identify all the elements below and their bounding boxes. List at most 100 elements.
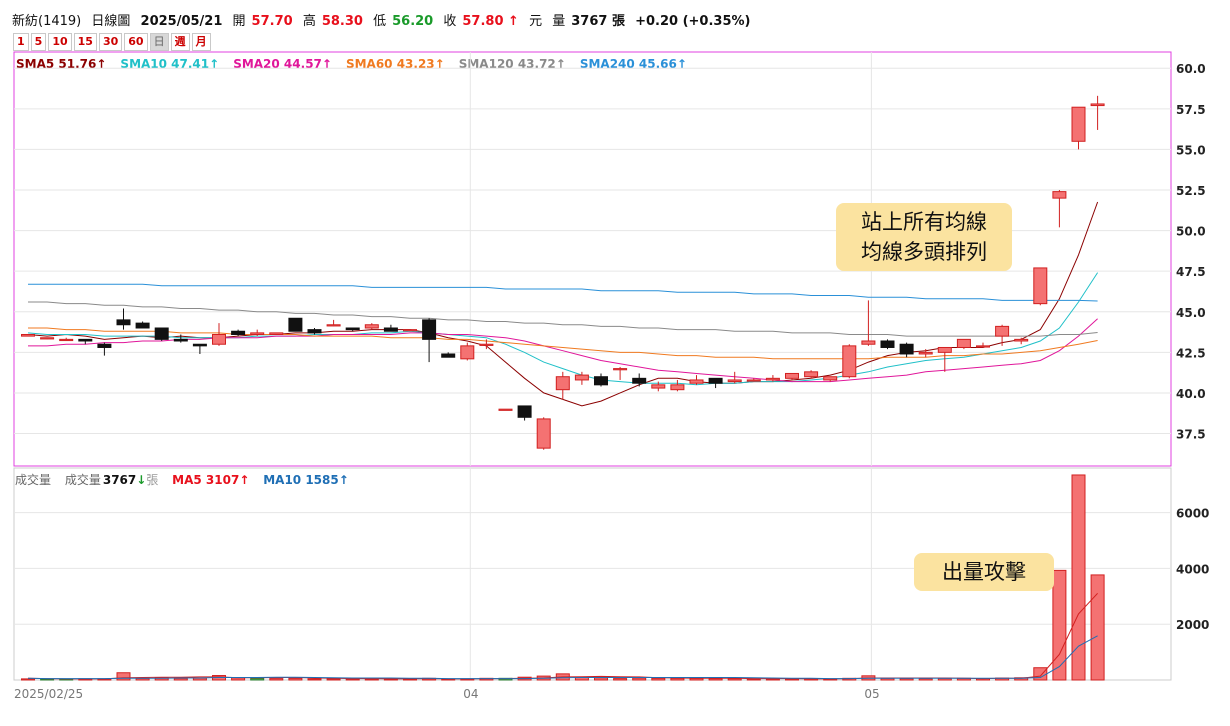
volume-callout: 出量攻擊 xyxy=(914,553,1054,591)
volume-bar xyxy=(288,677,303,681)
x-axis-label: 05 xyxy=(864,687,879,701)
candle-body xyxy=(1090,103,1105,107)
volume-bar xyxy=(116,672,131,681)
open-value: 57.70 xyxy=(251,14,293,29)
ma-legend-item-5: SMA240 45.66↑ xyxy=(579,57,687,71)
candle-body xyxy=(536,418,551,449)
candle-body xyxy=(269,332,284,335)
period-button-4[interactable]: 30 xyxy=(98,33,123,51)
candle-body xyxy=(345,327,360,331)
volume-bar xyxy=(670,677,685,681)
x-axis-label: 2025/02/25 xyxy=(14,687,83,701)
candle-body xyxy=(326,324,341,327)
volume-panel-title: 成交量 xyxy=(15,473,52,487)
price-tick-label: 42.5 xyxy=(1176,346,1206,360)
candle-body xyxy=(937,346,952,353)
chart-kind: 日線圖 xyxy=(91,14,131,29)
candle-body xyxy=(555,376,570,391)
candle-body xyxy=(173,338,188,342)
high-label: 高 xyxy=(302,14,316,29)
volume-bar xyxy=(326,678,341,681)
candle-body xyxy=(1052,191,1067,199)
volume-bar xyxy=(613,678,628,681)
volume-bar xyxy=(269,678,284,681)
period-button-0[interactable]: 1 xyxy=(13,33,29,51)
volume-legend-unit: 張 xyxy=(146,473,159,487)
ma-line-sma60 xyxy=(28,327,1098,360)
close-value: 57.80 ↑ xyxy=(462,14,519,29)
volume-bar xyxy=(307,678,322,681)
volume-bar xyxy=(21,678,35,681)
stock-name: 新紡(1419) xyxy=(12,14,82,29)
period-button-5[interactable]: 60 xyxy=(124,33,148,51)
ma-callout-line1: 站上所有均線 xyxy=(861,210,987,234)
period-button-7[interactable]: 週 xyxy=(170,33,190,51)
volume-legend-value: 3767 xyxy=(102,473,137,487)
candle-body xyxy=(135,322,150,329)
ma-line-sma20 xyxy=(28,318,1098,383)
volume-bar xyxy=(594,677,608,681)
candle-body xyxy=(212,333,226,345)
period-button-2[interactable]: 10 xyxy=(48,33,72,51)
ma-line-sma10 xyxy=(27,272,1099,386)
close-label: 收 xyxy=(443,14,457,29)
ma-line-sma240 xyxy=(28,283,1098,302)
ma-legend-item-3: SMA60 43.23↑ xyxy=(345,57,445,71)
quote-date: 2025/05/21 xyxy=(140,14,223,29)
volume-bar xyxy=(651,677,666,681)
candle-body xyxy=(154,327,169,340)
candle-body xyxy=(250,332,265,335)
volume-bar xyxy=(708,678,723,681)
candle-body xyxy=(804,371,819,378)
volume-tick-label: 6000 xyxy=(1176,507,1209,521)
candle-body xyxy=(192,343,207,347)
volume-bar xyxy=(250,677,265,681)
candle-body xyxy=(383,327,398,332)
candle-body xyxy=(785,372,799,379)
candle-body xyxy=(307,329,322,334)
volume-legend-label: 成交量 xyxy=(64,473,101,487)
ma-legend-item-1: SMA10 47.41↑ xyxy=(120,57,220,71)
period-button-8[interactable]: 月 xyxy=(191,33,211,51)
candle-body xyxy=(632,377,647,384)
candle-body xyxy=(689,379,704,384)
volume-bar xyxy=(1014,677,1029,681)
volume-bar xyxy=(154,677,169,681)
candle-body xyxy=(1014,338,1029,342)
candle-body xyxy=(594,376,608,386)
price-tick-label: 52.5 xyxy=(1176,184,1206,198)
candle-body xyxy=(498,408,513,411)
ma-legend-item-4: SMA120 43.72↑ xyxy=(458,57,566,71)
volume-ma10-label: MA10 1585↑ xyxy=(263,473,349,487)
period-button-6[interactable]: 日 xyxy=(149,33,169,51)
candle-body xyxy=(651,384,666,389)
open-label: 開 xyxy=(232,14,246,29)
volume-ma5-label: MA5 3107↑ xyxy=(172,473,250,487)
candle-body xyxy=(21,333,35,337)
candle-body xyxy=(956,338,971,348)
period-button-1[interactable]: 5 xyxy=(30,33,47,51)
price-tick-label: 45.0 xyxy=(1176,306,1206,320)
candle-body xyxy=(918,351,933,355)
candle-body xyxy=(116,319,131,326)
low-label: 低 xyxy=(373,14,387,29)
candle-body xyxy=(727,379,742,383)
volume-bar xyxy=(40,678,55,681)
ma-legend-item-0: SMA5 51.76↑ xyxy=(16,57,107,71)
period-button-3[interactable]: 15 xyxy=(73,33,97,51)
ma-callout: 站上所有均線 均線多頭排列 xyxy=(836,203,1012,271)
volume-ma5-line xyxy=(27,592,1098,680)
candle-body xyxy=(231,330,246,335)
candle-body xyxy=(574,374,589,381)
candle-body xyxy=(422,319,437,340)
volume-bar xyxy=(632,677,647,681)
candle-body xyxy=(613,368,628,371)
price-panel-border xyxy=(13,51,1172,467)
volume-value: 3767 張 xyxy=(571,14,625,29)
candle-body xyxy=(976,345,990,348)
volume-bar xyxy=(918,678,933,681)
ma-legend: SMA5 51.76↑ SMA10 47.41↑ SMA20 44.57↑ SMA60… xyxy=(16,57,701,71)
price-tick-label: 40.0 xyxy=(1176,387,1206,401)
price-tick-label: 47.5 xyxy=(1176,265,1206,279)
